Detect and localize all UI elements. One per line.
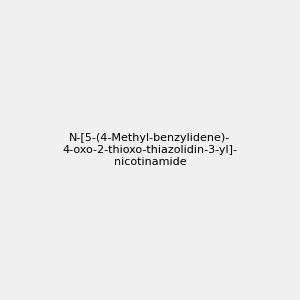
Text: N-[5-(4-Methyl-benzylidene)-
4-oxo-2-thioxo-thiazolidin-3-yl]-
nicotinamide: N-[5-(4-Methyl-benzylidene)- 4-oxo-2-thi… <box>62 134 238 166</box>
